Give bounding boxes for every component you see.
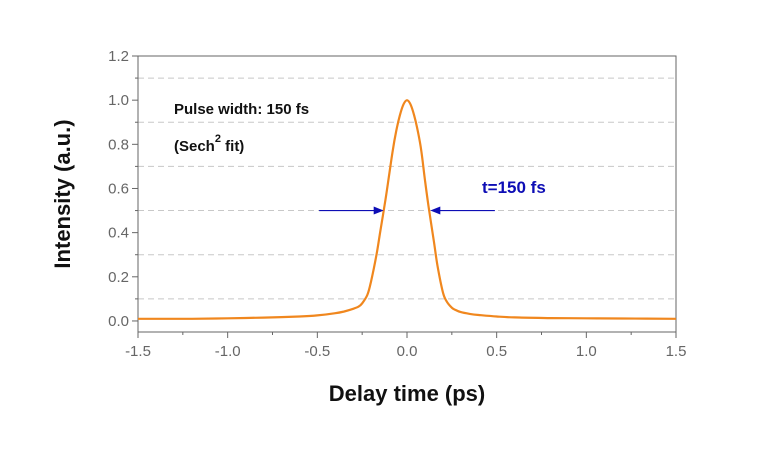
x-tick-label: -0.5 <box>304 343 330 360</box>
y-tick-label: 0.6 <box>108 180 129 197</box>
sech-fit-superscript: 2 <box>215 133 221 145</box>
y-axis-title: Intensity (a.u.) <box>50 119 75 268</box>
fwhm-left-arrowhead <box>373 206 384 215</box>
axis-ticks <box>132 55 677 338</box>
plot-frame <box>137 55 677 333</box>
y-tick-label: 1.0 <box>108 92 129 109</box>
fwhm-right-arrowhead <box>430 206 441 215</box>
x-axis-title: Delay time (ps) <box>329 381 486 406</box>
sech-fit-prefix: (Sech <box>174 138 215 155</box>
y-tick-label: 1.2 <box>108 48 129 65</box>
x-tick-labels: -1.5 -1.0 -0.5 0.0 0.5 1.0 1.5 <box>125 343 686 360</box>
fwhm-arrows <box>319 206 495 215</box>
y-tick-label: 0.8 <box>108 136 129 153</box>
sech-fit-suffix: fit) <box>221 138 244 155</box>
fwhm-label: t=150 fs <box>482 178 546 197</box>
x-tick-label: 1.5 <box>666 343 687 360</box>
x-tick-label: 0.0 <box>397 343 418 360</box>
y-tick-label: 0.2 <box>108 269 129 286</box>
pulse-width-annotation: Pulse width: 150 fs <box>174 101 309 118</box>
intensity-curve <box>138 99 677 320</box>
y-tick-labels: 0.0 0.2 0.4 0.6 0.8 1.0 1.2 <box>108 48 129 330</box>
x-tick-label: -1.0 <box>215 343 241 360</box>
y-tick-label: 0.0 <box>108 313 129 330</box>
x-tick-label: -1.5 <box>125 343 151 360</box>
x-tick-label: 0.5 <box>486 343 507 360</box>
x-tick-label: 1.0 <box>576 343 597 360</box>
y-tick-label: 0.4 <box>108 225 129 242</box>
sech-fit-annotation: (Sech2 fit) <box>174 133 244 155</box>
